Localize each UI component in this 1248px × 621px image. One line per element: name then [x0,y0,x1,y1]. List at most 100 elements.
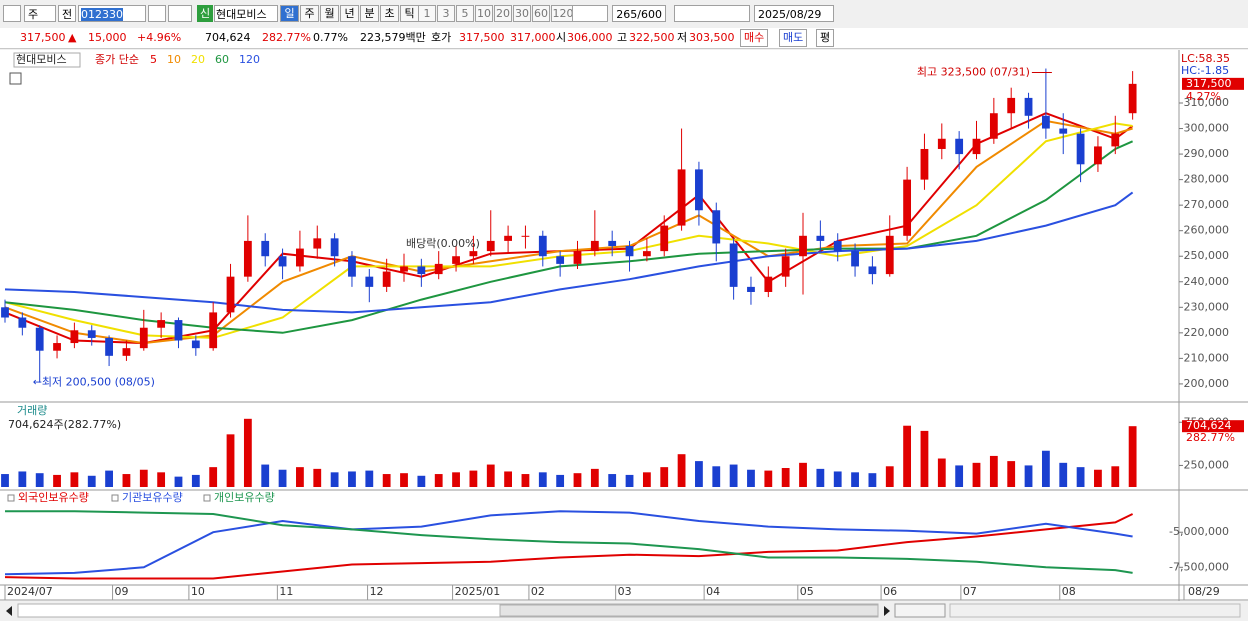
market-select[interactable]: 주 [24,5,56,22]
date-field[interactable]: 2025/08/29 [754,5,834,22]
candle-body [105,337,113,356]
candle-body [1041,115,1050,129]
period-button[interactable]: 분 [360,5,379,22]
candle-body [538,235,547,257]
grid-icon[interactable] [9,72,22,85]
volume-bar [313,468,322,487]
credit-badge: 신 [197,5,213,22]
sound-button[interactable] [168,5,192,22]
candle-body [972,138,981,155]
period-button[interactable]: 주 [300,5,319,22]
candle-body [226,276,235,313]
interval-button[interactable]: 1 [418,5,436,22]
last-volume: 704,624 [1186,419,1232,432]
candle-body [989,113,998,139]
interval-button[interactable]: 5 [456,5,474,22]
y-tick-label: 310,000 [1184,96,1230,109]
interval-button[interactable]: 30 [513,5,531,22]
volume-bar [660,467,669,487]
period-button[interactable]: 일 [280,5,299,22]
volume-bar [764,470,773,487]
pane-subtitle: 704,624주(282.77%) [8,418,121,431]
count-total: /600 [637,8,662,21]
change-arrow: ▲ [68,31,77,44]
x-tick-label: 04 [706,585,720,598]
interval-button[interactable]: 60 [532,5,550,22]
volume-bar [191,474,200,487]
series-line [4,513,1134,580]
candle-body [486,240,495,252]
zoom-tools[interactable] [949,603,1241,618]
volume-bar [851,472,859,487]
volume-bar [677,454,686,487]
code-input[interactable]: 012330 [78,5,146,22]
candle-body [400,266,408,272]
volume-bar [434,474,443,487]
chart-area: 200,000 210,000 220,000 230,000 240,000 250,0… [0,50,1248,621]
volume-bar [833,471,842,487]
play-controls[interactable] [894,603,946,618]
cursor-date: 08/29 [1188,585,1220,598]
volume-bar [521,474,530,487]
candle-body [18,317,27,328]
candle-body [417,266,426,275]
tool-icons[interactable] [674,5,750,22]
volume-bar [157,472,166,487]
legend-swatch [203,494,211,502]
volume-bar [972,462,981,487]
period-button[interactable]: 틱 [400,5,419,22]
candle-body [209,312,218,349]
volume-bar [243,418,252,487]
sell-button[interactable]: 매도 [779,29,808,47]
period-button[interactable]: 월 [320,5,339,22]
candle-body [920,148,929,180]
candle-body [747,286,755,292]
title-box [13,52,81,68]
legend-label: 종가 단순 [95,53,139,66]
volume-bar [590,468,599,487]
count-field[interactable]: 265/600 [612,5,666,22]
menu-icon[interactable] [3,5,21,22]
scroll-thumb[interactable] [499,604,879,617]
stock-name: 현대모비스 [214,5,278,22]
buy-button[interactable]: 매수 [740,29,769,47]
candle-body [1,307,9,318]
candle-body [452,256,460,264]
volume-bar [695,461,703,487]
pane-title: 거래량 [17,404,47,417]
candle-body [903,179,912,236]
interval-button[interactable]: 20 [494,5,512,22]
candle-body [469,251,478,257]
period-button[interactable]: 년 [340,5,359,22]
x-tick-label: 10 [191,585,205,598]
avg-button[interactable]: 평 [816,29,835,47]
dividend-annotation: 배당락(0.00%) [406,237,480,250]
volume-bar [989,455,998,487]
volume-bar [1041,450,1050,487]
volume-bar [816,468,825,487]
candle-body [625,246,634,257]
mode-select[interactable]: 전 [58,5,76,22]
period-button[interactable]: 초 [380,5,399,22]
open-label: 시 [556,31,567,44]
volume-bar [105,470,113,487]
amount: 223,579백만 [360,31,426,44]
interval-button[interactable]: 3 [437,5,455,22]
x-tick-label: 07 [963,585,977,598]
x-tick-label: 2024/07 [7,585,53,598]
unit-select[interactable] [572,5,608,22]
candle-body [296,248,304,267]
y-tick-label: 220,000 [1184,326,1230,339]
x-tick-label: 05 [800,585,814,598]
volume-bar [1,474,9,487]
interval-button[interactable]: 10 [475,5,493,22]
x-tick-label: 12 [370,585,384,598]
high-annotation: 최고 323,500 (07/31) [917,66,1030,79]
volume-bar [486,464,495,487]
candle-body [87,330,96,338]
search-button[interactable] [148,5,166,22]
hc-label: HC:-1.85 [1181,64,1229,77]
candle-body [243,240,252,277]
